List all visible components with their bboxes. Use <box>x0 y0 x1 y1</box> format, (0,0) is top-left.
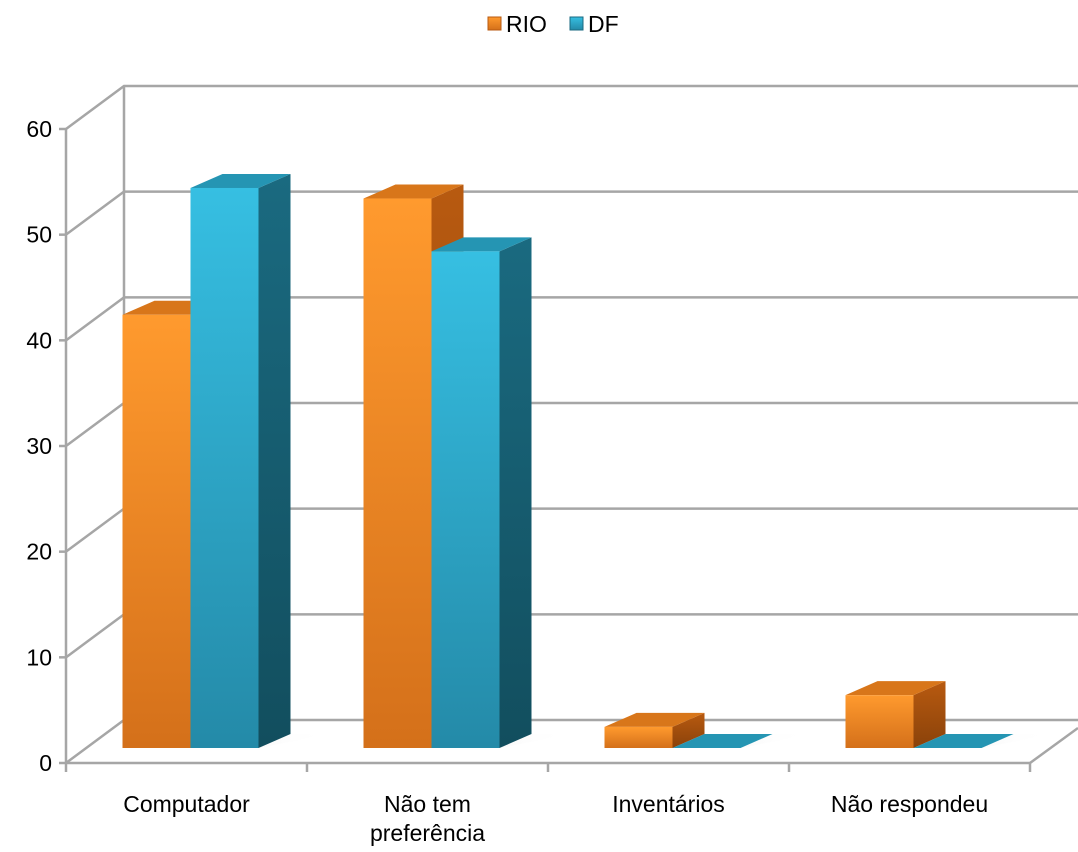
x-tick-label: Não tem preferência <box>370 791 485 846</box>
bar-df-2 <box>672 734 773 748</box>
bar-top <box>190 173 291 188</box>
legend-item-df: DF <box>569 11 619 37</box>
bar-top <box>431 237 532 252</box>
bar-front <box>190 187 259 748</box>
bar-front <box>604 726 673 748</box>
bar-top <box>363 184 464 199</box>
bar-df-3 <box>913 734 1014 748</box>
x-tick-label: Inventários <box>612 791 725 817</box>
bar-front <box>363 198 432 749</box>
bar-df-0 <box>190 173 291 748</box>
bar-top <box>672 734 773 748</box>
bar-side <box>672 712 705 748</box>
bar-top <box>913 734 1014 748</box>
x-tick-label: Não respondeu <box>831 791 988 817</box>
bar-front <box>845 695 914 748</box>
bar-front <box>122 314 191 748</box>
bar-side <box>499 237 532 748</box>
y-tick-label: 30 <box>26 433 52 459</box>
gridline <box>65 84 1078 131</box>
bar-side <box>913 681 946 748</box>
legend: RIO DF <box>487 11 619 37</box>
bar-df-1 <box>431 237 532 748</box>
bars <box>122 173 1054 749</box>
legend-label: DF <box>588 11 619 37</box>
bar-front <box>431 251 500 748</box>
y-axis: 0 10 20 30 40 50 60 <box>26 116 1032 776</box>
legend-label: RIO <box>506 11 547 37</box>
x-tick-label: Computador <box>123 791 250 817</box>
chart-floor <box>1029 726 1078 765</box>
legend-swatch <box>487 16 502 31</box>
y-tick-label: 40 <box>26 327 52 353</box>
y-tick-label: 60 <box>26 116 52 142</box>
y-tick-label: 20 <box>26 539 52 565</box>
legend-swatch <box>569 16 584 31</box>
y-tick-label: 10 <box>26 644 52 670</box>
y-tick-label: 0 <box>39 750 52 776</box>
y-tick-label: 50 <box>26 222 52 248</box>
bar-rio-3 <box>845 681 946 748</box>
bar-top <box>845 681 946 696</box>
legend-item-rio: RIO <box>487 11 547 37</box>
bar-side <box>258 173 291 748</box>
floor-edge <box>1029 726 1078 765</box>
x-axis-labels: Computador Não tem preferência Inventários N… <box>123 791 988 846</box>
bar-top <box>604 712 705 727</box>
bar-rio-2 <box>604 712 705 748</box>
